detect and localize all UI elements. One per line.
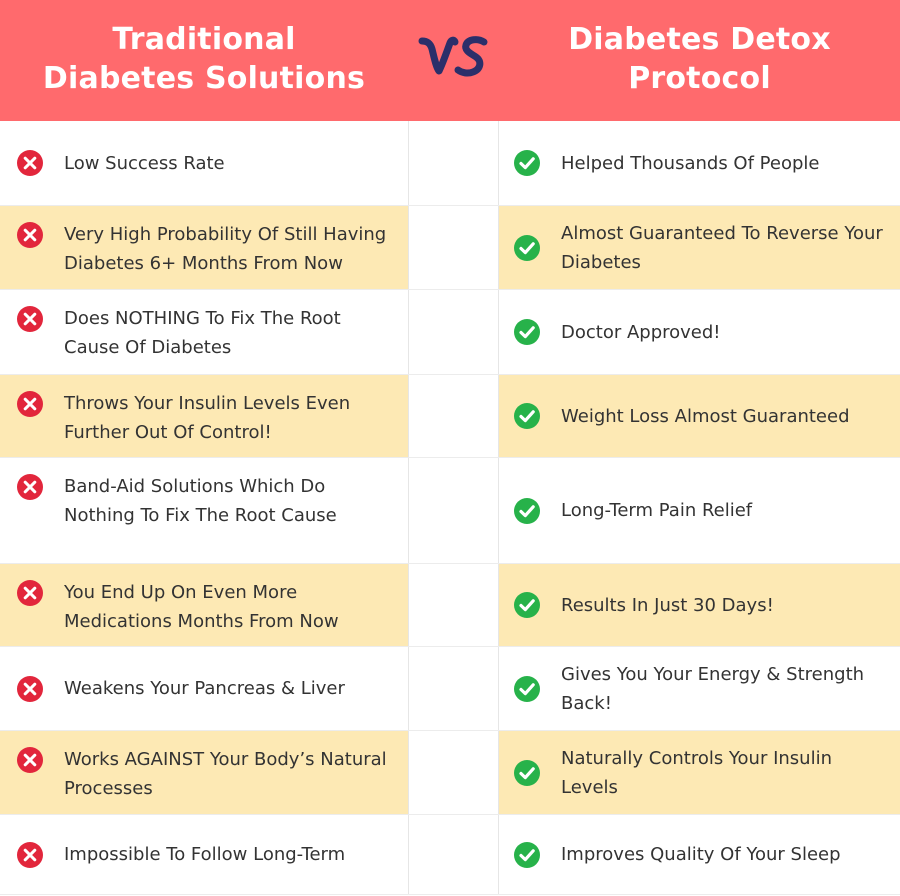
detox-item: Doctor Approved! <box>499 290 900 374</box>
traditional-item-text: You End Up On Even More Medications Mont… <box>64 582 339 632</box>
column-divider <box>408 121 499 205</box>
detox-item-text: Long-Term Pain Relief <box>561 500 753 521</box>
detox-item-text: Weight Loss Almost Guaranteed <box>561 405 850 427</box>
traditional-item-text: Band-Aid Solutions Which Do Nothing To F… <box>64 476 337 526</box>
traditional-item-text: Weakens Your Pancreas & Liver <box>64 678 345 699</box>
cross-circle-icon <box>16 746 44 774</box>
traditional-item: Impossible To Follow Long-Term <box>0 815 408 894</box>
comparison-row: Throws Your Insulin Levels Even Further … <box>0 375 900 458</box>
traditional-item-text: Low Success Rate <box>64 152 225 174</box>
column-divider <box>408 815 499 894</box>
detox-item: Helped Thousands Of People <box>499 121 900 205</box>
comparison-row: Weakens Your Pancreas & Liver Gives You Y… <box>0 647 900 731</box>
detox-item-text: Almost Guaranteed To Reverse Your Diabet… <box>561 222 883 273</box>
check-circle-icon <box>513 149 541 177</box>
check-circle-icon <box>513 675 541 703</box>
traditional-item: Does NOTHING To Fix The Root Cause Of Di… <box>0 290 408 374</box>
traditional-item: Throws Your Insulin Levels Even Further … <box>0 375 408 457</box>
traditional-item: Works AGAINST Your Body’s Natural Proces… <box>0 731 408 814</box>
detox-item-text: Improves Quality Of Your Sleep <box>561 844 841 865</box>
cross-circle-icon <box>16 305 44 333</box>
comparison-row: Low Success Rate Helped Thousands Of Peop… <box>0 121 900 206</box>
traditional-item: Very High Probability Of Still Having Di… <box>0 206 408 289</box>
traditional-item: Weakens Your Pancreas & Liver <box>0 647 408 730</box>
traditional-item: You End Up On Even More Medications Mont… <box>0 564 408 646</box>
traditional-item: Low Success Rate <box>0 121 408 205</box>
detox-item: Naturally Controls Your Insulin Levels <box>499 731 900 814</box>
traditional-solutions-title: Traditional Diabetes Solutions <box>42 21 366 96</box>
vs-badge: VS <box>408 33 499 89</box>
detox-item-text: Gives You Your Energy & Strength Back! <box>561 663 865 714</box>
check-circle-icon <box>513 841 541 869</box>
traditional-item-text: Does NOTHING To Fix The Root Cause Of Di… <box>64 308 341 358</box>
check-circle-icon <box>513 591 541 619</box>
comparison-row: Band-Aid Solutions Which Do Nothing To F… <box>0 458 900 564</box>
check-circle-icon <box>513 234 541 262</box>
column-divider <box>408 375 499 457</box>
cross-circle-icon <box>16 390 44 418</box>
column-divider <box>408 206 499 289</box>
cross-circle-icon <box>16 579 44 607</box>
cross-circle-icon <box>16 221 44 249</box>
traditional-item-text: Impossible To Follow Long-Term <box>64 844 346 865</box>
check-circle-icon <box>513 402 541 430</box>
traditional-item-text: Throws Your Insulin Levels Even Further … <box>64 393 351 443</box>
cross-circle-icon <box>16 149 44 177</box>
detox-item: Gives You Your Energy & Strength Back! <box>499 647 900 730</box>
comparison-rows: Low Success Rate Helped Thousands Of Peop… <box>0 121 900 895</box>
cross-circle-icon <box>16 675 44 703</box>
detox-item-text: Helped Thousands Of People <box>561 152 820 174</box>
comparison-row: Impossible To Follow Long-Term Improves Q… <box>0 815 900 895</box>
detox-item: Weight Loss Almost Guaranteed <box>499 375 900 457</box>
cross-circle-icon <box>16 841 44 869</box>
comparison-row: Does NOTHING To Fix The Root Cause Of Di… <box>0 290 900 375</box>
traditional-item: Band-Aid Solutions Which Do Nothing To F… <box>0 458 408 563</box>
detox-item: Results In Just 30 Days! <box>499 564 900 646</box>
detox-item: Almost Guaranteed To Reverse Your Diabet… <box>499 206 900 289</box>
column-divider <box>408 647 499 730</box>
detox-protocol-title: Diabetes Detox Protocol <box>568 21 831 96</box>
comparison-header: Traditional Diabetes Solutions VS Diabet… <box>0 0 900 121</box>
comparison-row: Very High Probability Of Still Having Di… <box>0 206 900 290</box>
column-divider <box>408 564 499 646</box>
detox-item-text: Results In Just 30 Days! <box>561 594 774 616</box>
check-circle-icon <box>513 318 541 346</box>
check-circle-icon <box>513 759 541 787</box>
detox-item: Long-Term Pain Relief <box>499 458 900 563</box>
comparison-row: Works AGAINST Your Body’s Natural Proces… <box>0 731 900 815</box>
traditional-item-text: Very High Probability Of Still Having Di… <box>64 224 387 274</box>
vs-graphic: VS <box>418 35 487 77</box>
comparison-row: You End Up On Even More Medications Mont… <box>0 564 900 647</box>
detox-item-text: Doctor Approved! <box>561 321 721 343</box>
column-divider <box>408 458 499 563</box>
detox-item-text: Naturally Controls Your Insulin Levels <box>561 747 832 798</box>
detox-item: Improves Quality Of Your Sleep <box>499 815 900 894</box>
column-divider <box>408 731 499 814</box>
cross-circle-icon <box>16 473 44 501</box>
column-divider <box>408 290 499 374</box>
check-circle-icon <box>513 497 541 525</box>
traditional-item-text: Works AGAINST Your Body’s Natural Proces… <box>64 749 387 799</box>
